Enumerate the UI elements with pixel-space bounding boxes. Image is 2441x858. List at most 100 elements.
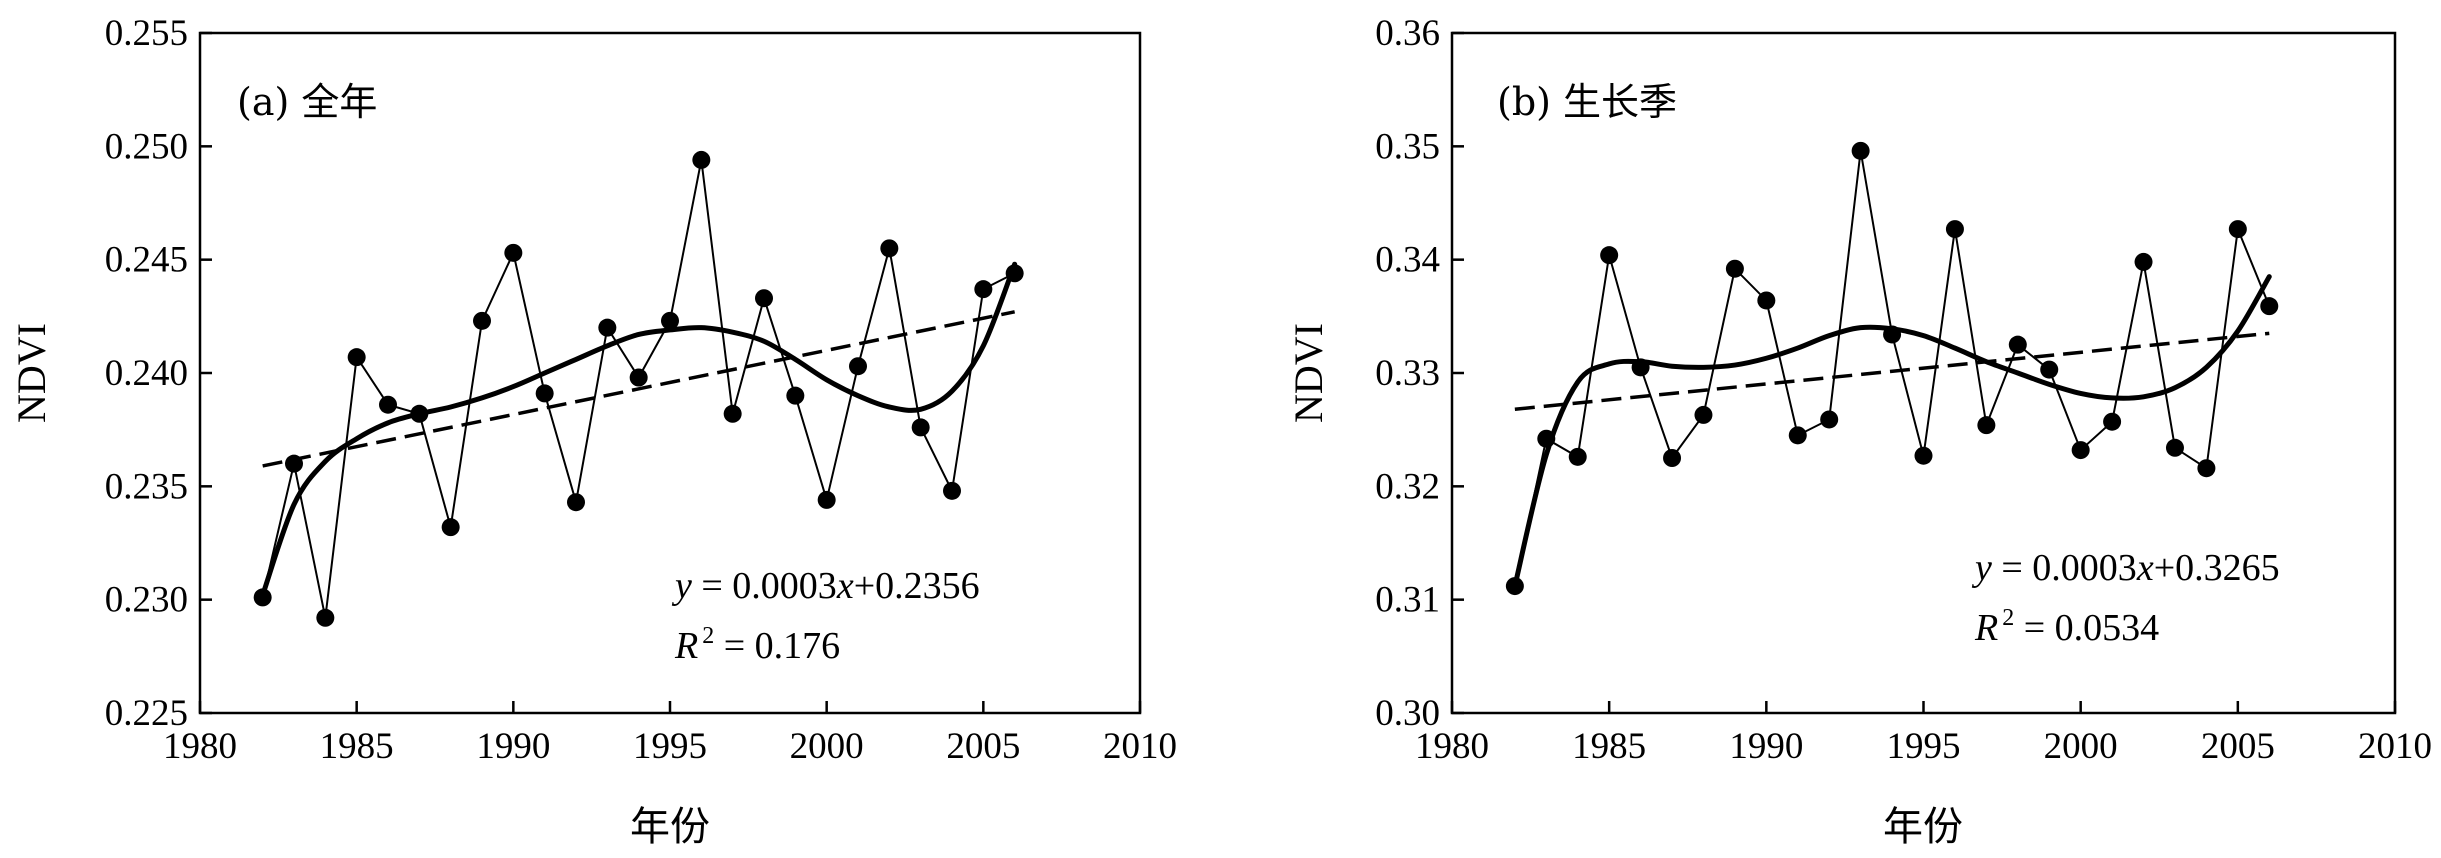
data-point xyxy=(817,490,836,509)
data-point xyxy=(1663,449,1682,467)
x-axis-title: 年份 xyxy=(630,804,710,849)
data-point xyxy=(1945,220,1964,239)
data-point xyxy=(441,518,460,537)
linear-trend-line xyxy=(262,310,1016,468)
y-tick-label: 0.35 xyxy=(1375,126,1440,167)
data-point xyxy=(943,481,961,500)
r-symbol: R xyxy=(1974,607,1998,649)
plot-frame xyxy=(1450,31,2397,715)
data-point xyxy=(504,243,523,262)
data-point xyxy=(2228,220,2247,239)
data-point xyxy=(1851,141,1870,160)
x-tick-label: 2010 xyxy=(2358,726,2432,767)
data-point xyxy=(1725,259,1744,278)
x-tick-label: 1995 xyxy=(1887,726,1961,767)
r-squared-value: = 0.0534 xyxy=(2014,607,2159,649)
data-point xyxy=(1600,246,1619,265)
data-point xyxy=(2197,459,2216,478)
data-point xyxy=(473,311,491,330)
data-point xyxy=(692,150,711,169)
equation-slope: = 0.0003 xyxy=(692,565,837,607)
equation-y: y xyxy=(671,565,692,607)
y-tick-label: 0.255 xyxy=(105,13,188,54)
data-point xyxy=(755,289,773,308)
y-axis-title: NDVI xyxy=(9,323,54,423)
x-tick-label: 1980 xyxy=(1415,726,1489,767)
data-point xyxy=(849,357,867,376)
y-tick-label: 0.30 xyxy=(1375,693,1440,734)
r-squared-value: = 0.176 xyxy=(714,625,840,667)
x-tick-label: 2005 xyxy=(946,726,1020,767)
data-point xyxy=(1568,447,1587,466)
panel-annual: 0.225 0.230 0.235 0.240 0.245 0.250 0.255 1980 1… xyxy=(9,13,1177,849)
y-tick-label: 0.250 xyxy=(105,126,188,167)
x-tick-label: 2000 xyxy=(790,726,864,767)
y-tick-label: 0.36 xyxy=(1375,13,1440,54)
data-point xyxy=(786,386,805,405)
linear-trend-line xyxy=(1514,331,2270,412)
data-point xyxy=(567,493,585,512)
x-tick-label: 1995 xyxy=(633,726,707,767)
data-point xyxy=(316,608,335,627)
data-point xyxy=(2040,360,2059,379)
superscript-2: 2 xyxy=(2002,605,2014,631)
data-point xyxy=(598,318,617,337)
x-tick-label: 2010 xyxy=(1103,726,1177,767)
data-point xyxy=(347,348,366,367)
y-tick-label: 0.240 xyxy=(105,353,188,394)
equation-x: x xyxy=(2136,547,2154,589)
y-tick-label: 0.245 xyxy=(105,240,188,281)
y-tick-label: 0.32 xyxy=(1375,466,1440,507)
plot-frame xyxy=(198,31,1142,715)
y-tick-label: 0.34 xyxy=(1375,240,1440,281)
data-point xyxy=(1788,426,1807,445)
x-tick-label: 1990 xyxy=(476,726,550,767)
data-point xyxy=(2134,252,2153,271)
data-point xyxy=(661,311,679,330)
r-symbol: R xyxy=(674,625,698,667)
equation-slope: = 0.0003 xyxy=(1992,547,2137,589)
x-tick-label: 2000 xyxy=(2044,726,2118,767)
y-tick-label: 0.235 xyxy=(105,466,188,507)
data-point xyxy=(723,404,742,423)
panel-title: (b) 生长季 xyxy=(1497,80,1677,124)
data-point xyxy=(1694,405,1713,424)
x-tick-label: 1990 xyxy=(1729,726,1803,767)
data-point xyxy=(1757,291,1776,310)
ndvi-series-line xyxy=(1513,150,2271,587)
data-point xyxy=(974,280,993,299)
y-tick-label: 0.225 xyxy=(105,693,188,734)
y-tick-label: 0.230 xyxy=(105,580,188,621)
y-tick-label: 0.31 xyxy=(1375,580,1440,621)
panel-title: (a) 全年 xyxy=(237,80,377,124)
data-point xyxy=(2008,335,2027,354)
panel-growing-season: 0.30 0.31 0.32 0.33 0.34 0.35 0.36 1980 1985 1990… xyxy=(1286,13,2432,849)
data-point xyxy=(629,368,648,387)
data-point xyxy=(2103,412,2122,431)
regression-equation: y = 0.0003x+0.3265 xyxy=(1971,547,2280,589)
x-tick-label: 1985 xyxy=(320,726,394,767)
data-point xyxy=(1820,410,1839,429)
data-point xyxy=(379,395,397,414)
y-tick-label: 0.33 xyxy=(1375,353,1440,394)
data-point xyxy=(880,239,899,258)
data-point xyxy=(1914,446,1933,465)
data-point xyxy=(911,418,930,437)
x-tick-label: 1985 xyxy=(1572,726,1646,767)
smoothed-trend-curve xyxy=(1512,274,2272,589)
x-tick-label: 1980 xyxy=(163,726,237,767)
data-point xyxy=(1977,416,1996,435)
smoothed-trend-curve xyxy=(260,261,1018,598)
data-point xyxy=(2071,441,2090,460)
data-point xyxy=(2260,297,2279,316)
equation-y: y xyxy=(1971,547,1992,589)
equation-intercept: +0.3265 xyxy=(2154,547,2280,589)
x-axis-title: 年份 xyxy=(1883,804,1963,849)
superscript-2: 2 xyxy=(702,623,714,649)
y-axis-title: NDVI xyxy=(1286,323,1331,423)
equation-intercept: +0.2356 xyxy=(854,565,980,607)
equation-x: x xyxy=(836,565,854,607)
